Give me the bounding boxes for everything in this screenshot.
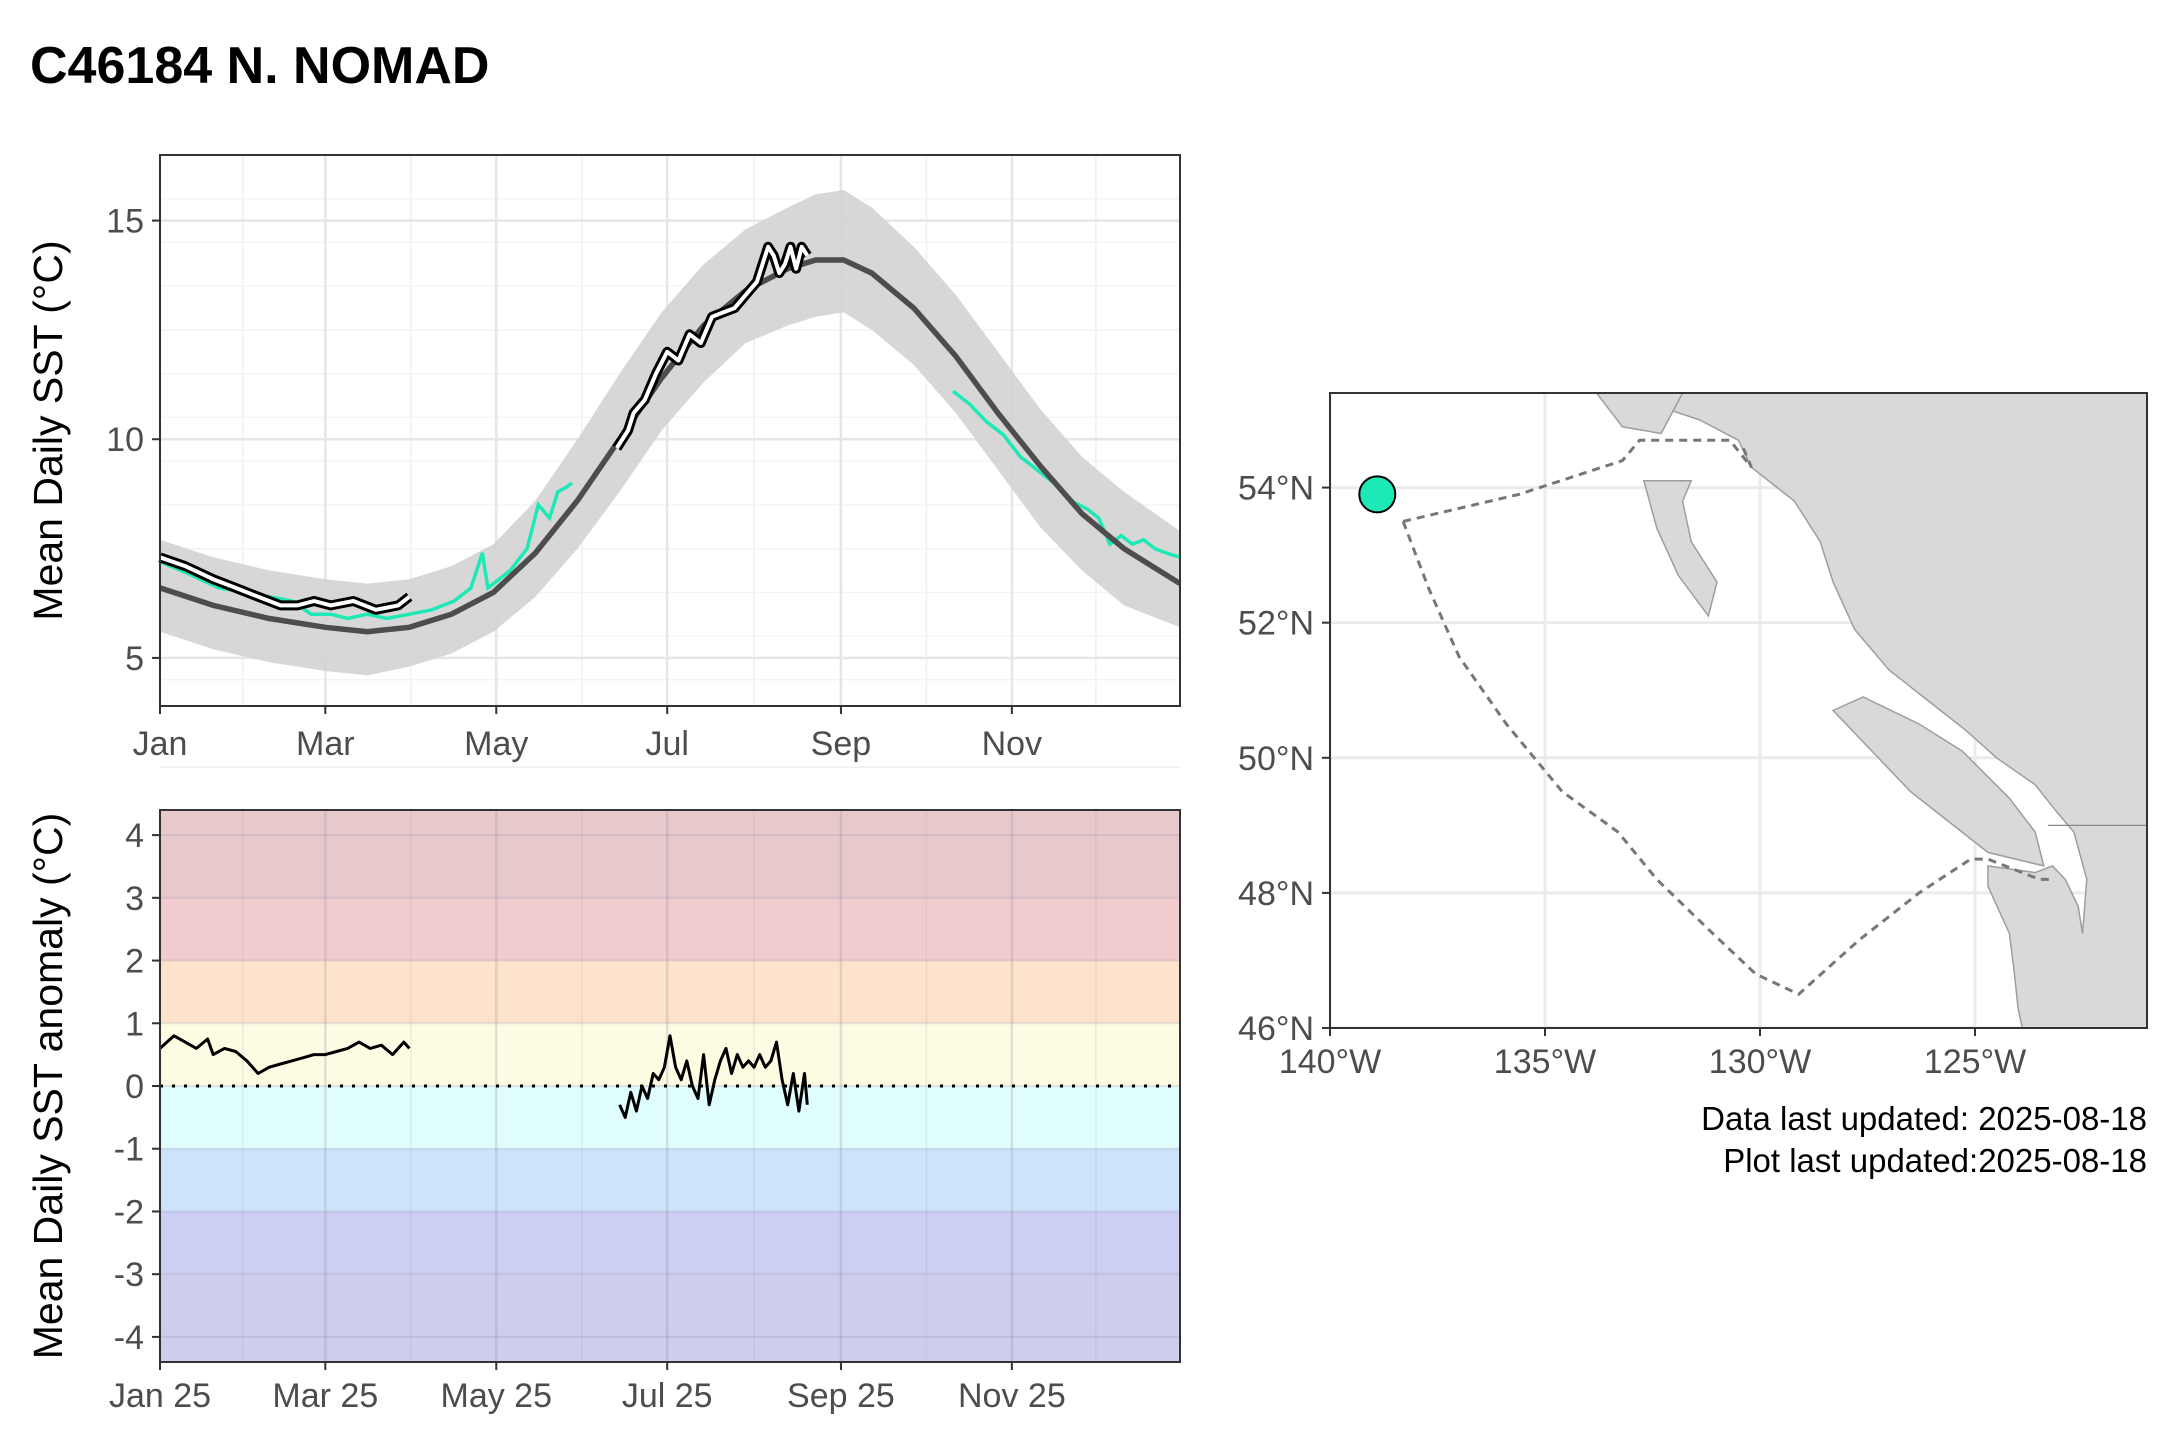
mainland-landmass — [1596, 393, 2147, 1028]
anomaly-band — [160, 897, 1180, 961]
map-content — [1330, 393, 2147, 1028]
y-tick-label: 50°N — [1238, 740, 1314, 778]
y-tick-label: -3 — [114, 1256, 144, 1294]
y-tick-label: -1 — [114, 1131, 144, 1169]
figure-title: C46184 N. NOMAD — [30, 37, 489, 95]
y-axis-label: Mean Daily SST anomaly (°C) — [25, 813, 71, 1360]
y-tick-label: 15 — [106, 203, 144, 241]
x-tick-label: Sep — [811, 725, 872, 763]
x-tick-label: Jul — [645, 725, 688, 763]
station-map: 140°W 135°W 130°W 125°W 54°N 52°N 50°N 48°N 46°N — [1238, 392, 2148, 1081]
anomaly-band — [160, 1274, 1180, 1362]
x-tick-label: Jan — [133, 725, 188, 763]
x-tick-label: 135°W — [1494, 1043, 1596, 1081]
y-tick-label: 2 — [125, 943, 144, 981]
anomaly-band — [160, 1211, 1180, 1275]
x-tick-label: May 25 — [441, 1377, 553, 1415]
y-tick-label: -4 — [114, 1319, 144, 1357]
station-marker — [1358, 475, 1397, 514]
y-tick-label: 48°N — [1238, 875, 1314, 913]
y-tick-label: 46°N — [1238, 1010, 1314, 1048]
island-landmass — [1831, 696, 2045, 867]
anomaly-line — [158, 1034, 411, 1075]
x-tick-label: 125°W — [1924, 1043, 2026, 1081]
region-boundary-outer — [1401, 520, 2053, 996]
island-landmass — [1642, 480, 1718, 618]
anomaly-line — [618, 1034, 809, 1119]
plot-updated-caption: Plot last updated:2025-08-18 — [1723, 1142, 2147, 1179]
y-tick-label: 0 — [125, 1068, 144, 1106]
data-updated-caption: Data last updated: 2025-08-18 — [1701, 1100, 2147, 1137]
y-tick-label: 54°N — [1238, 470, 1314, 508]
x-tick-label: May — [464, 725, 528, 763]
map-border — [1329, 392, 2148, 1029]
y-tick-label: 4 — [125, 817, 144, 855]
x-tick-label: Mar — [296, 725, 355, 763]
x-tick-label: 130°W — [1709, 1043, 1811, 1081]
anomaly-band — [160, 810, 1180, 898]
x-tick-label: 140°W — [1279, 1043, 1381, 1081]
anomaly-band — [160, 1086, 1180, 1149]
climatology-range-band — [160, 190, 1180, 676]
x-tick-label: Jul 25 — [622, 1377, 713, 1415]
anomaly-band — [160, 1148, 1180, 1212]
sst-anomaly-chart: Jan 25 Mar 25 May 25 Jul 25 Sep 25 Nov 25 4 3 2 1… — [25, 809, 1181, 1415]
x-tick-label: Mar 25 — [272, 1377, 378, 1415]
anomaly-band — [160, 960, 1180, 1024]
x-tick-label: Sep 25 — [787, 1377, 895, 1415]
x-tick-label: Nov — [982, 725, 1042, 763]
previous-year-line — [951, 389, 1181, 559]
y-tick-label: 5 — [125, 640, 144, 678]
y-tick-label: 52°N — [1238, 605, 1314, 643]
y-tick-label: 10 — [106, 421, 144, 459]
current-year-line — [615, 244, 809, 450]
y-axis-label: Mean Daily SST (°C) — [25, 240, 71, 620]
x-tick-label: Jan 25 — [109, 1377, 211, 1415]
y-tick-label: 1 — [125, 1005, 144, 1043]
island-landmass — [1595, 393, 1684, 435]
current-year-line — [159, 555, 411, 612]
y-tick-label: -2 — [114, 1193, 144, 1231]
plot-border — [159, 154, 1181, 707]
sst-chart: Jan Mar May Jul Sep Nov 5 10 15 Mean Daily SST (°… — [25, 154, 1182, 768]
x-tick-label: Nov 25 — [958, 1377, 1066, 1415]
y-tick-label: 3 — [125, 880, 144, 918]
